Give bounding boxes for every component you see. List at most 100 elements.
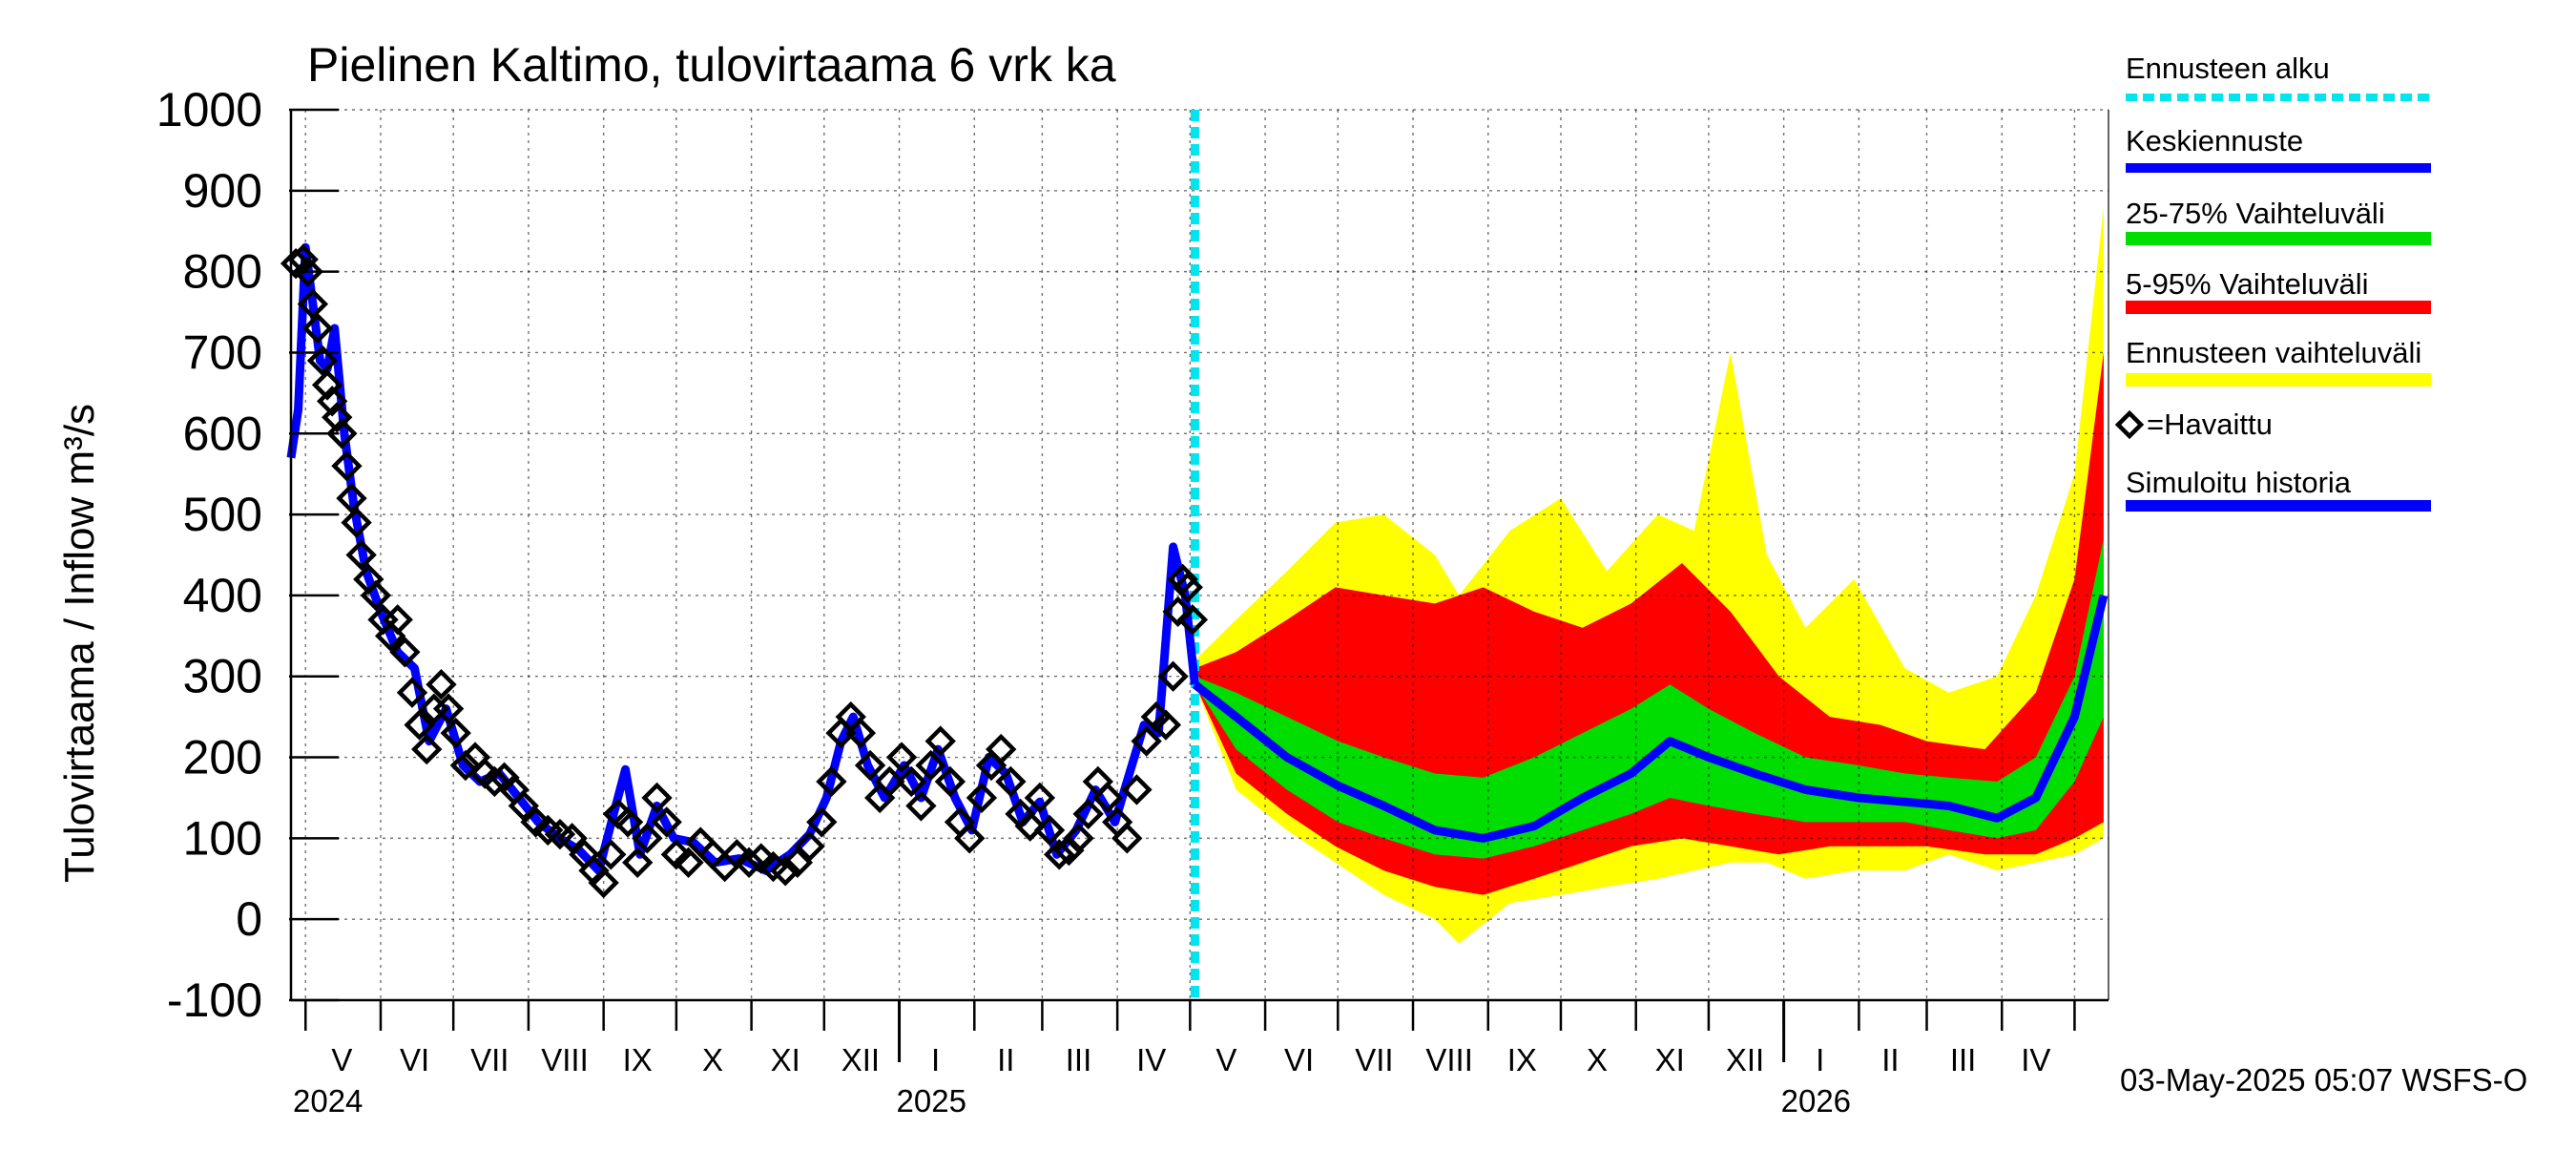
observed-point	[1121, 774, 1153, 805]
observed-point	[326, 418, 358, 450]
year-label: 2026	[1781, 1083, 1851, 1119]
observed-point	[966, 782, 998, 814]
legend-item: =Havaittu	[2114, 408, 2273, 441]
axes: -100 0 100 200 300 400 500 600 700 800 900 1000 2024…	[156, 83, 2109, 1119]
month-label: XII	[1726, 1042, 1764, 1077]
observed-point	[632, 823, 663, 854]
observed-point	[1176, 604, 1209, 636]
observed-point	[641, 782, 673, 814]
observed-point	[345, 539, 377, 571]
y-tick-label: 700	[183, 325, 262, 379]
year-label: 2025	[897, 1083, 966, 1119]
observed-point	[556, 823, 588, 854]
legend-label: 25-75% Vaihteluväli	[2126, 197, 2385, 230]
observed-point	[781, 847, 814, 878]
observed-markers	[280, 243, 1209, 899]
observed-point	[721, 839, 753, 870]
month-label: XI	[1655, 1042, 1685, 1077]
observed-point	[660, 839, 693, 870]
y-axis-label: Tulovirtaama / Inflow m³/s	[56, 404, 103, 883]
legend-item: Simuloitu historia	[2126, 466, 2431, 512]
observed-point	[280, 247, 312, 280]
observed-point	[520, 806, 551, 838]
observed-point	[595, 839, 627, 870]
observed-point	[1014, 810, 1046, 842]
observed-point	[769, 855, 801, 887]
observed-point	[297, 288, 329, 320]
month-label: II	[1881, 1042, 1899, 1077]
month-label: III	[1066, 1042, 1092, 1077]
legend-label: Keskiennuste	[2126, 124, 2303, 157]
legend-label: 5-95% Vaihteluväli	[2126, 267, 2368, 301]
legend: Ennusteen alku Keskiennuste 25-75% Vaihtel…	[2114, 52, 2431, 512]
month-label: VI	[400, 1042, 429, 1077]
observed-point	[651, 806, 682, 838]
legend-label: =Havaittu	[2147, 408, 2273, 441]
observed-point	[311, 369, 343, 401]
observed-point	[905, 790, 937, 822]
y-tick-label: 800	[183, 245, 262, 299]
observed-point	[745, 843, 777, 874]
observed-point	[1162, 596, 1194, 628]
observed-point	[954, 823, 986, 854]
y-tick-label: 500	[183, 488, 262, 541]
observed-point	[301, 312, 334, 345]
y-tick-label: 600	[183, 407, 262, 460]
month-label: IV	[1136, 1042, 1166, 1077]
month-label: X	[702, 1042, 723, 1077]
observed-point	[854, 749, 886, 782]
observed-point	[896, 765, 927, 798]
month-label: II	[997, 1042, 1014, 1077]
observed-point	[331, 450, 363, 482]
observed-point	[915, 749, 946, 782]
month-label: XI	[771, 1042, 800, 1077]
observed-point	[1063, 823, 1094, 854]
observed-point	[411, 733, 443, 765]
observed-point	[1131, 725, 1162, 757]
observed-point	[1091, 782, 1124, 814]
month-label: V	[1215, 1042, 1236, 1077]
observed-point	[389, 637, 421, 668]
observed-point	[360, 579, 392, 612]
observed-point	[479, 765, 510, 798]
month-label: VI	[1284, 1042, 1314, 1077]
observed-point	[432, 693, 465, 724]
month-label: III	[1950, 1042, 1977, 1077]
observed-point	[612, 806, 644, 838]
legend-item: 5-95% Vaihteluväli	[2126, 267, 2431, 314]
observed-point	[885, 742, 918, 773]
observed-point	[1167, 563, 1198, 596]
legend-item: Ennusteen vaihteluväli	[2126, 336, 2431, 387]
observed-point	[1111, 823, 1143, 854]
chart-title: Pielinen Kaltimo, tulovirtaama 6 vrk ka	[307, 38, 1116, 92]
legend-label: Ennusteen vaihteluväli	[2126, 336, 2421, 369]
y-tick-label: 0	[236, 892, 262, 946]
observed-point	[794, 830, 825, 863]
month-label: X	[1587, 1042, 1608, 1077]
observed-point	[426, 669, 457, 700]
observed-point	[1033, 814, 1066, 847]
observed-point	[934, 765, 966, 798]
observed-point	[1172, 572, 1203, 603]
observed-point	[508, 790, 540, 822]
band-5-95-vaihteluv-li	[1195, 352, 2104, 895]
series-keskiennuste	[1192, 594, 2109, 843]
observed-point	[396, 677, 428, 708]
month-label: V	[331, 1042, 352, 1077]
observed-point	[1072, 798, 1104, 830]
legend-label: Simuloitu historia	[2126, 466, 2352, 499]
month-label: IX	[623, 1042, 653, 1077]
month-label: VIII	[541, 1042, 589, 1077]
y-tick-label: 100	[183, 811, 262, 865]
observed-point	[1150, 709, 1182, 741]
observed-point	[336, 482, 367, 514]
observed-point	[673, 847, 704, 878]
month-label: I	[931, 1042, 940, 1077]
y-tick-label: 900	[183, 164, 262, 218]
observed-point	[622, 847, 654, 878]
observed-point	[986, 733, 1017, 765]
observed-point	[995, 765, 1027, 798]
y-tick-label: 200	[183, 731, 262, 784]
month-label: I	[1816, 1042, 1824, 1077]
